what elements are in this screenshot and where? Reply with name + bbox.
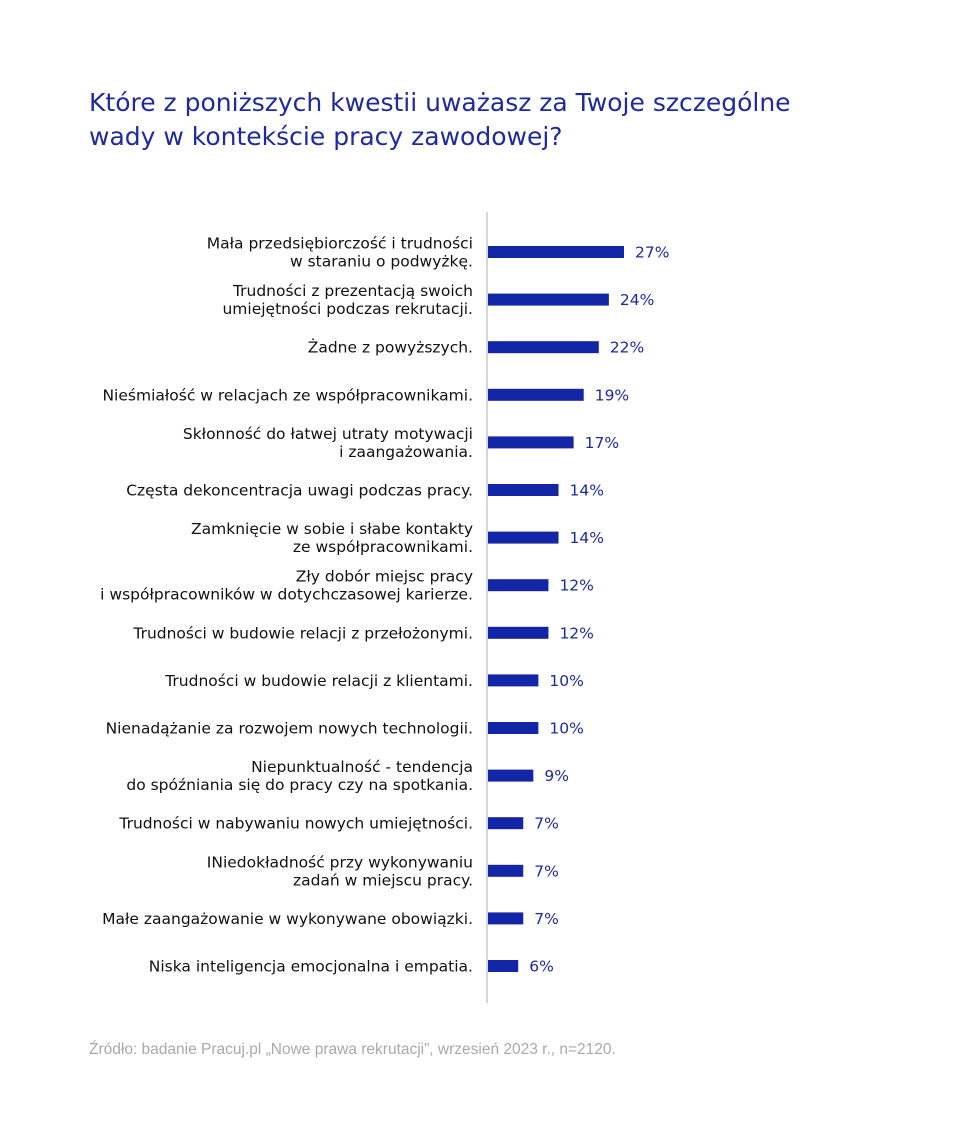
chart-title: Które z poniższych kwestii uważasz za Tw… [89,86,889,154]
value-label-12: 9% [544,767,569,785]
value-label-3: 22% [610,339,644,357]
category-label-7-line-2: ze współpracownikami. [293,538,473,556]
bar-10 [488,674,539,687]
bar-4 [488,388,584,401]
bar-5 [488,436,574,449]
value-label-7: 14% [570,529,604,547]
value-label-8: 12% [559,577,593,595]
category-label-4: Nieśmiałość w relacjach ze współpracowni… [102,386,473,404]
category-label-2-line-2: umiejętności podczas rekrutacji. [222,300,473,318]
bar-1 [488,246,624,258]
category-label-1-line-1: Mała przedsiębiorczość i trudności [207,235,473,253]
value-label-13: 7% [534,815,559,833]
value-label-10: 10% [549,672,583,690]
category-label-1-line-2: w staraniu o podwyżkę. [290,253,473,271]
bar-2 [488,293,609,306]
value-label-15: 7% [534,910,559,928]
category-label-14-line-1: INiedokładność przy wykonywaniu [207,853,473,871]
category-label-6: Częsta dekoncentracja uwagi podczas prac… [126,482,473,500]
bar-9 [488,626,549,639]
category-label-5-line-1: Skłonność do łatwej utraty motywacji [183,425,473,443]
category-label-11: Nienadążanie za rozwojem nowych technolo… [106,720,473,738]
bar-13 [488,817,524,830]
value-label-14: 7% [534,862,559,880]
category-label-16: Niska inteligencja emocjonalna i empatia… [149,958,473,976]
category-label-12-line-2: do spóźniania się do pracy czy na spotka… [126,776,473,794]
category-label-14-line-2: zadań w miejscu pracy. [293,871,473,889]
category-label-7-line-1: Zamknięcie w sobie i słabe kontakty [191,520,473,538]
value-label-9: 12% [559,624,593,642]
bar-15 [488,912,524,925]
value-label-11: 10% [549,720,583,738]
category-label-3: Żadne z powyższych. [308,338,473,357]
value-label-5: 17% [585,434,619,452]
value-label-2: 24% [620,291,654,309]
bar-7 [488,531,559,544]
category-label-8-line-2: i współpracowników w dotychczasowej kari… [100,586,473,604]
category-label-9: Trudności w budowie relacji z przełożony… [132,624,473,642]
bar-8 [488,579,549,592]
value-label-16: 6% [529,958,554,976]
value-label-6: 14% [570,482,604,500]
bar-14 [488,864,524,877]
category-label-13: Trudności w nabywaniu nowych umiejętnośc… [118,815,473,833]
category-label-10: Trudności w budowie relacji z klientami. [164,672,473,690]
category-label-5-line-2: i zaangażowania. [339,443,473,461]
value-label-4: 19% [595,386,629,404]
category-label-15: Małe zaangażowanie w wykonywane obowiązk… [102,910,473,928]
category-label-8-line-1: Zły dobór miejsc pracy [296,568,473,586]
source-note: Źródło: badanie Pracuj.pl „Nowe prawa re… [89,1041,616,1058]
chart-title-line-1: Które z poniższych kwestii uważasz za Tw… [89,88,791,117]
category-label-2-line-1: Trudności z prezentacją swoich [232,282,473,300]
bar-16 [488,960,519,972]
bar-3 [488,341,599,354]
bar-12 [488,769,534,782]
chart-title-line-2: wady w kontekście pracy zawodowej? [89,122,563,151]
category-label-12-line-1: Niepunktualność - tendencja [251,758,473,776]
bar-11 [488,722,539,734]
bar-6 [488,484,559,496]
value-label-1: 27% [635,244,669,262]
